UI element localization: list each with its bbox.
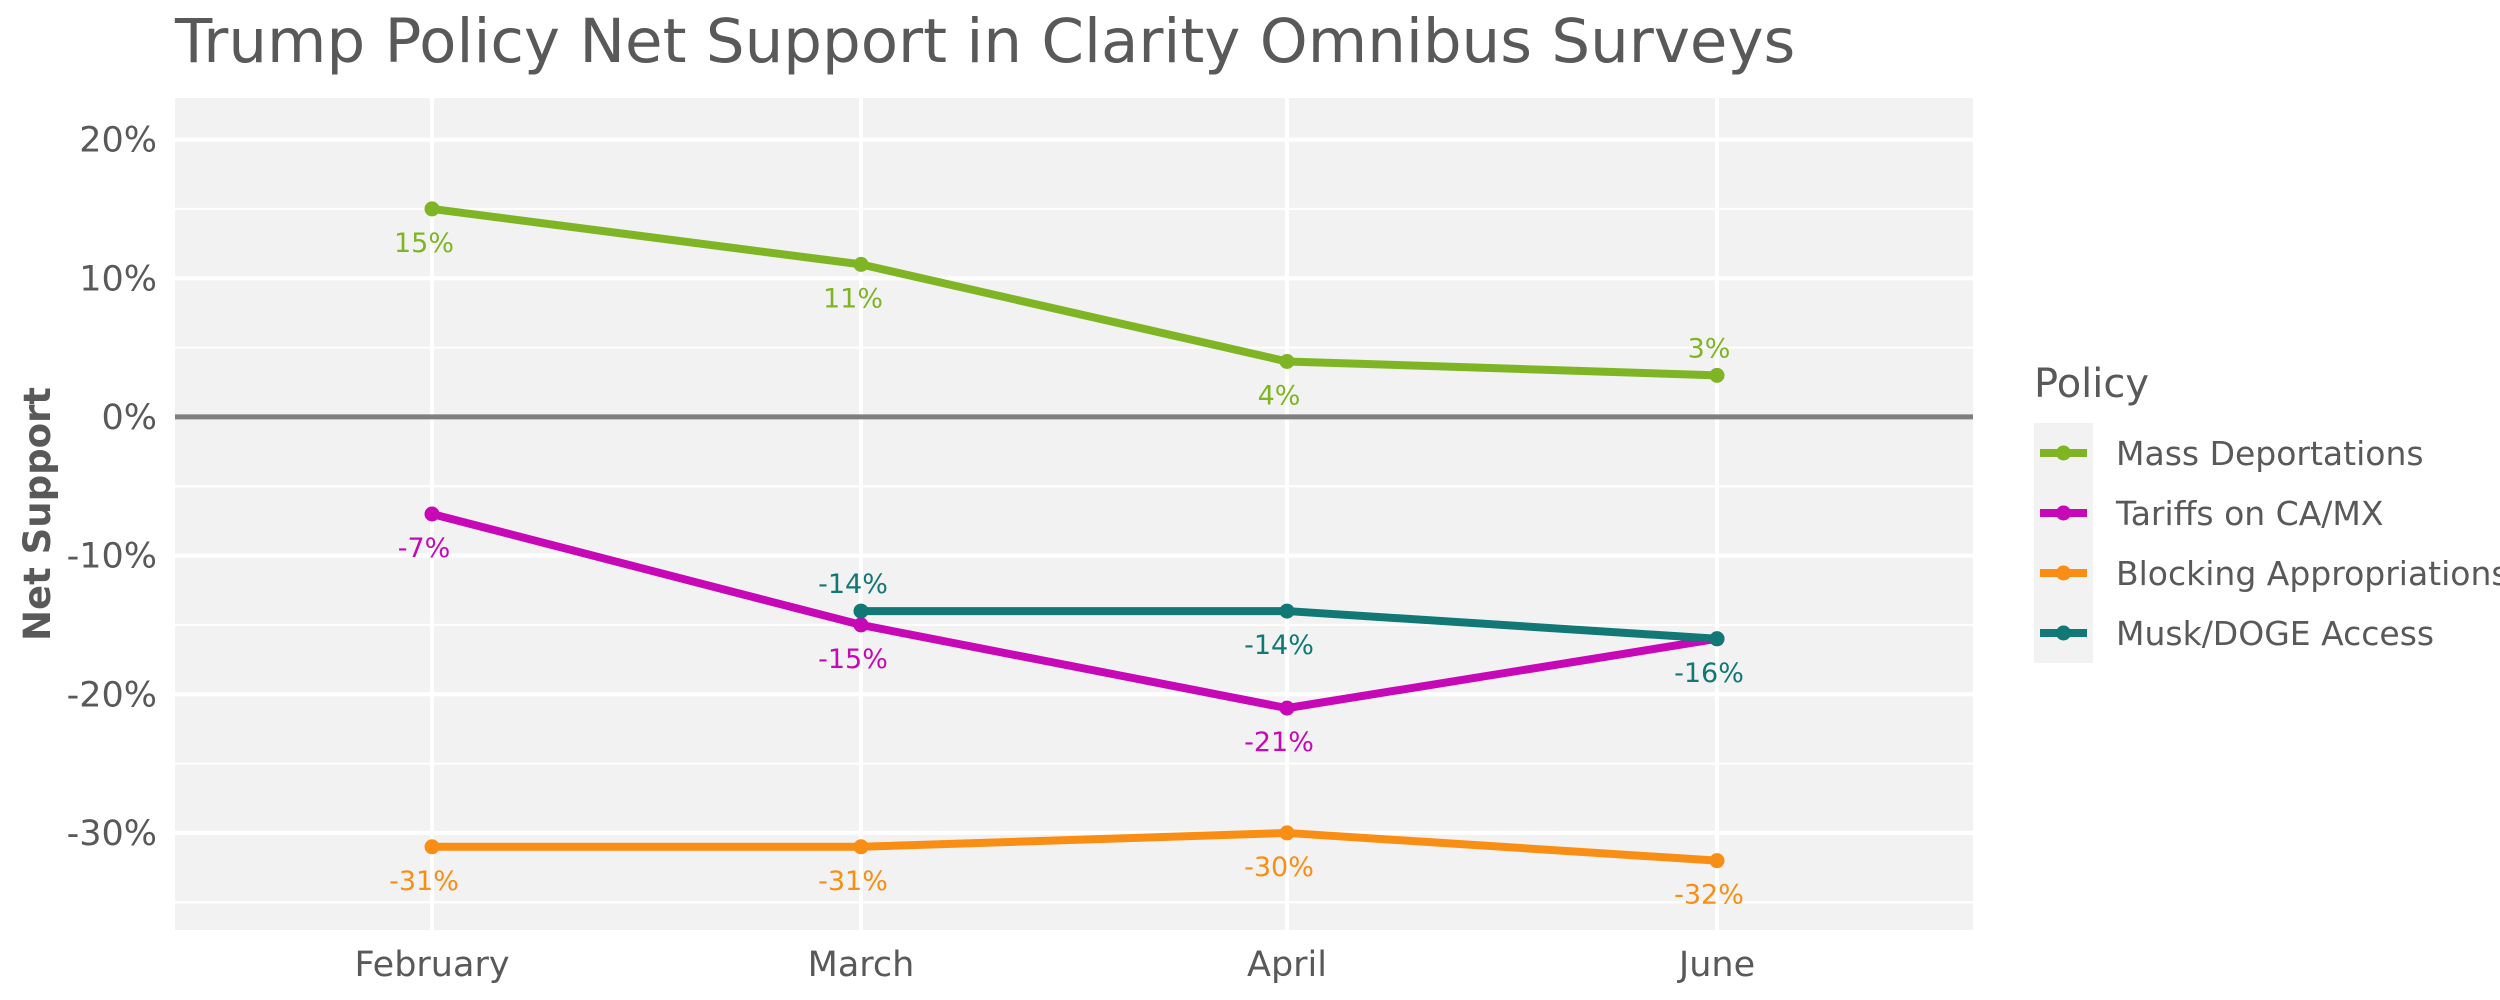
data-point-musk-doge-access: [853, 603, 869, 619]
data-point-blocking-appropriations: [1709, 853, 1725, 869]
legend-label-musk-doge-access: Musk/DOGE Access: [2116, 614, 2434, 653]
y-tick-label: 10%: [79, 259, 157, 299]
data-point-mass-deportations: [1709, 367, 1725, 383]
data-label-musk-doge-access: -14%: [1244, 630, 1314, 661]
plot-panel: [175, 98, 1973, 930]
legend-key-background: [2034, 423, 2093, 663]
x-axis-ticks: February March April June: [354, 945, 1755, 985]
x-tick-label: February: [354, 945, 509, 985]
legend-key-point-musk-doge-access: [2056, 625, 2071, 641]
series-group: [424, 201, 1725, 869]
data-label-mass-deportations: 3%: [1688, 333, 1731, 364]
legend-key-point-blocking-appropriations: [2056, 565, 2071, 581]
legend-key-point-mass-deportations: [2056, 445, 2071, 461]
data-label-mass-deportations: 15%: [394, 228, 454, 259]
series-line-mass-deportations: [431, 204, 1718, 380]
legend-key-point-tariffs-on-ca-mx: [2056, 505, 2071, 521]
data-label-musk-doge-access: -16%: [1674, 658, 1744, 689]
x-tick-label: June: [1677, 945, 1755, 985]
data-point-musk-doge-access: [1709, 631, 1725, 647]
x-tick-label: March: [808, 945, 915, 985]
y-tick-label: 20%: [79, 121, 157, 161]
data-label-blocking-appropriations: -32%: [1674, 880, 1744, 911]
data-point-blocking-appropriations: [424, 839, 440, 855]
gridlines: [175, 98, 1973, 930]
y-axis-label: Net Support: [16, 387, 59, 641]
data-label-mass-deportations: 11%: [823, 283, 883, 314]
data-point-mass-deportations: [1279, 353, 1295, 369]
data-label-blocking-appropriations: -31%: [389, 866, 459, 897]
data-label-musk-doge-access: -14%: [818, 569, 888, 600]
x-tick-label: April: [1247, 945, 1327, 985]
legend-label-tariffs-on-ca-mx: Tariffs on CA/MX: [2115, 494, 2383, 533]
data-label-blocking-appropriations: -31%: [818, 866, 888, 897]
y-tick-label: 0%: [101, 398, 157, 438]
series-line-tariffs-on-ca-mx: [430, 510, 1718, 713]
data-point-tariffs-on-ca-mx: [1279, 700, 1295, 716]
y-tick-label: -10%: [67, 537, 157, 577]
data-point-mass-deportations: [424, 201, 440, 217]
legend-title: Policy: [2034, 361, 2149, 407]
legend-label-blocking-appropriations: Blocking Appropriations: [2116, 554, 2500, 593]
legend: Policy Mass Deportations Tariffs on CA/MX…: [2034, 361, 2500, 663]
data-point-musk-doge-access: [1279, 603, 1295, 619]
legend-label-mass-deportations: Mass Deportations: [2116, 434, 2424, 473]
y-axis-ticks: 20% 10% 0% -10% -20% -30%: [67, 121, 157, 854]
data-label-tariffs-on-ca-mx: -21%: [1244, 727, 1314, 758]
data-label-tariffs-on-ca-mx: -7%: [398, 533, 451, 564]
data-point-blocking-appropriations: [853, 839, 869, 855]
data-point-mass-deportations: [853, 256, 869, 272]
y-tick-label: -30%: [67, 814, 157, 854]
series-line-blocking-appropriations: [432, 828, 1718, 865]
chart-title: Trump Policy Net Support in Clarity Omni…: [174, 6, 1795, 77]
data-point-tariffs-on-ca-mx: [424, 506, 440, 522]
data-labels: 15% 11% 4% 3% -7% -15% -21% -31% -31% -30% -32% -14…: [389, 228, 1744, 911]
data-label-mass-deportations: 4%: [1258, 380, 1301, 411]
data-label-blocking-appropriations: -30%: [1244, 852, 1314, 883]
data-label-tariffs-on-ca-mx: -15%: [818, 644, 888, 675]
data-point-blocking-appropriations: [1279, 825, 1295, 841]
y-tick-label: -20%: [67, 675, 157, 715]
data-point-tariffs-on-ca-mx: [853, 617, 869, 633]
